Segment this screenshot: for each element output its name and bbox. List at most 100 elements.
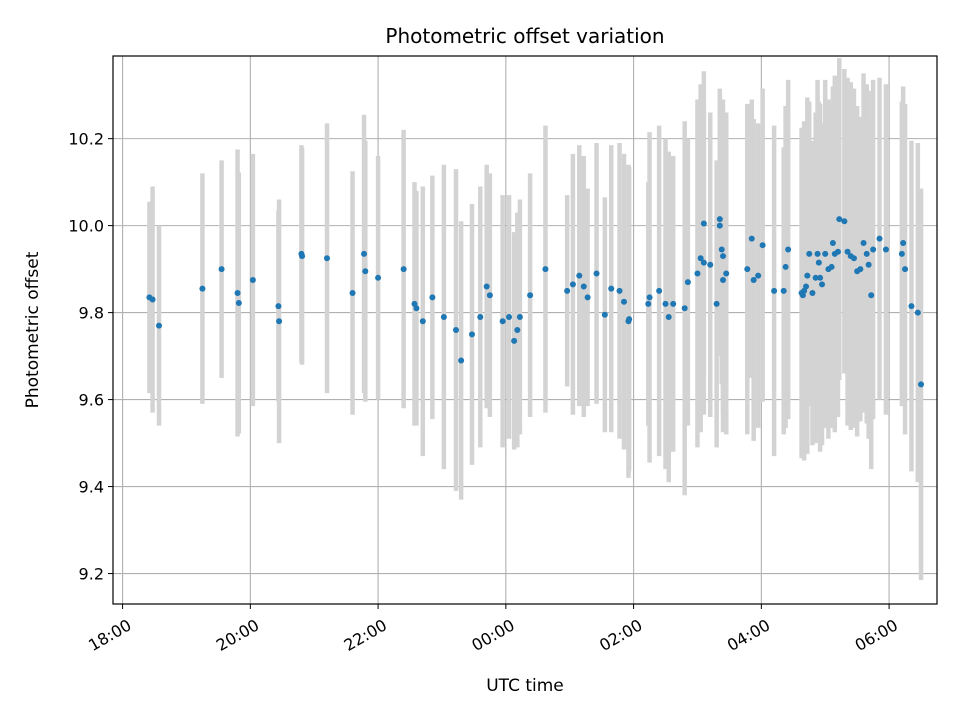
- data-point: [841, 218, 848, 225]
- data-point: [834, 248, 841, 255]
- data-point: [707, 261, 714, 268]
- data-point: [323, 255, 330, 262]
- data-point: [564, 287, 571, 294]
- data-point: [616, 287, 623, 294]
- data-point: [235, 300, 242, 307]
- data-point: [499, 318, 506, 325]
- data-point: [819, 281, 826, 288]
- data-point: [857, 266, 864, 273]
- data-point: [882, 246, 889, 253]
- data-point: [716, 222, 723, 229]
- data-point: [815, 259, 822, 266]
- data-point: [785, 246, 792, 253]
- data-point: [684, 279, 691, 286]
- data-point: [670, 300, 677, 307]
- data-point: [511, 337, 518, 344]
- y-tick-label: 10.2: [68, 130, 104, 149]
- data-point: [542, 266, 549, 273]
- data-point: [868, 292, 875, 299]
- data-point: [218, 266, 225, 273]
- data-point: [700, 259, 707, 266]
- data-point: [836, 216, 843, 223]
- data-point: [806, 250, 813, 257]
- y-tick-label: 9.6: [79, 391, 104, 410]
- data-point: [782, 263, 789, 270]
- data-point: [483, 283, 490, 290]
- data-point: [750, 276, 757, 283]
- data-point: [817, 274, 824, 281]
- data-point: [275, 303, 282, 310]
- data-point: [276, 318, 283, 325]
- data-point: [720, 253, 727, 260]
- y-axis-title: Photometric offset: [23, 251, 43, 408]
- data-point: [918, 381, 925, 388]
- data-point: [646, 294, 653, 301]
- data-point: [914, 309, 921, 316]
- data-point: [580, 283, 587, 290]
- data-point: [149, 296, 156, 303]
- data-point: [453, 327, 460, 333]
- data-point: [822, 250, 829, 257]
- data-point: [803, 283, 810, 290]
- data-point: [429, 294, 436, 301]
- data-point: [375, 274, 382, 281]
- data-point: [900, 240, 907, 247]
- x-axis-title: UTC time: [486, 676, 564, 696]
- data-point: [486, 292, 493, 299]
- data-point: [902, 266, 909, 273]
- data-point: [870, 246, 877, 253]
- data-point: [458, 357, 465, 364]
- data-point: [744, 266, 751, 273]
- data-point: [506, 313, 513, 320]
- data-point: [860, 240, 867, 247]
- data-point: [865, 261, 872, 268]
- y-tick-label: 10.0: [68, 217, 104, 236]
- data-point: [748, 235, 755, 242]
- chart-title: Photometric offset variation: [385, 24, 664, 48]
- data-point: [681, 305, 688, 312]
- data-point: [716, 216, 723, 223]
- data-point: [759, 242, 766, 249]
- data-point: [755, 272, 762, 279]
- data-point: [694, 270, 701, 277]
- data-point: [440, 313, 447, 320]
- data-point: [514, 327, 521, 333]
- data-point: [400, 266, 407, 273]
- data-point: [723, 270, 730, 277]
- data-point: [419, 318, 426, 325]
- y-tick-label: 9.4: [79, 478, 104, 497]
- data-point: [516, 313, 523, 320]
- data-point: [155, 322, 162, 329]
- data-point: [234, 290, 241, 297]
- data-point: [593, 270, 600, 277]
- data-point: [527, 292, 534, 299]
- data-point: [718, 246, 725, 253]
- data-point: [576, 272, 583, 279]
- data-point: [814, 250, 821, 257]
- data-point: [656, 287, 663, 294]
- data-point: [665, 313, 672, 320]
- data-point: [199, 285, 206, 292]
- data-point: [829, 240, 836, 247]
- data-point: [876, 235, 883, 242]
- y-tick-label: 9.2: [79, 565, 104, 584]
- data-point: [362, 268, 369, 275]
- y-tick-label: 9.8: [79, 304, 104, 323]
- data-point: [645, 300, 652, 307]
- data-point: [697, 255, 704, 262]
- data-point: [771, 287, 778, 294]
- data-point: [468, 331, 475, 338]
- data-point: [249, 276, 256, 283]
- data-point: [908, 303, 915, 310]
- data-point: [477, 313, 484, 320]
- data-points: [146, 216, 925, 388]
- data-point: [584, 294, 591, 301]
- data-point: [662, 300, 669, 307]
- data-point: [713, 300, 720, 307]
- data-point: [626, 316, 633, 323]
- data-point: [812, 274, 819, 281]
- data-point: [898, 250, 905, 257]
- data-point: [361, 250, 368, 257]
- data-point: [349, 290, 356, 297]
